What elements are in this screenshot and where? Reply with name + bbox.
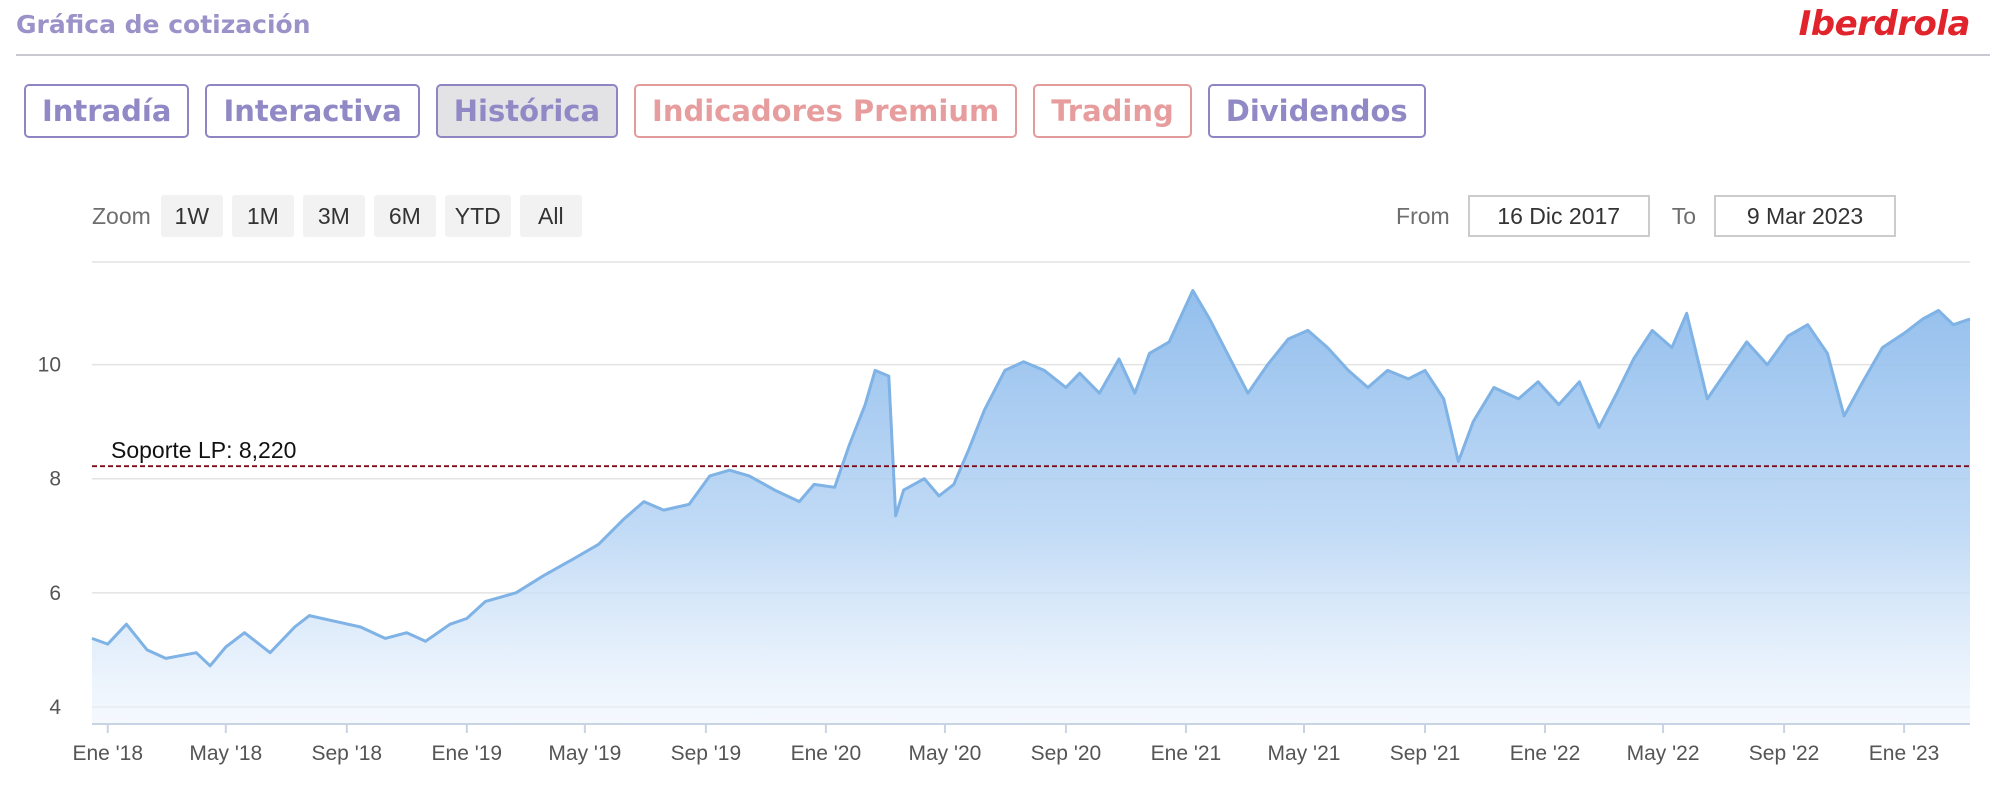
x-tick-label: Sep '18: [312, 742, 383, 765]
support-level: Soporte LP: 8,220: [92, 437, 1970, 468]
x-tick-label: Ene '20: [791, 742, 862, 765]
tab-indicadores-premium[interactable]: Indicadores Premium: [634, 84, 1018, 138]
y-tick-label: 6: [49, 582, 61, 605]
x-tick-label: Ene '19: [432, 742, 503, 765]
tab-intradia[interactable]: Intradía: [24, 84, 190, 138]
tab-trading[interactable]: Trading: [1033, 84, 1192, 138]
y-tick-label: 8: [49, 468, 61, 491]
axes: 4 6 8 10 Ene '18 May '18 Sep '18 Ene '19 May '19…: [38, 354, 1970, 765]
tab-dividendos[interactable]: Dividendos: [1207, 84, 1426, 138]
x-tick-label: May '22: [1627, 742, 1700, 765]
x-tick-label: Ene '23: [1869, 742, 1940, 765]
x-tick-label: Sep '20: [1031, 742, 1102, 765]
x-tick-label: Sep '22: [1749, 742, 1820, 765]
page-title: Gráfica de cotización: [16, 10, 311, 39]
x-tick-label: Ene '18: [72, 742, 143, 765]
x-tick-label: Sep '21: [1390, 742, 1461, 765]
tab-historica[interactable]: Histórica: [435, 84, 619, 138]
from-label: From: [1396, 202, 1450, 229]
x-tick-label: Ene '22: [1510, 742, 1581, 765]
brand-logo: Iberdrola: [1798, 4, 1971, 44]
zoom-ytd-button[interactable]: YTD: [444, 195, 511, 237]
x-tick-label: May '21: [1268, 742, 1341, 765]
zoom-label: Zoom: [92, 202, 151, 229]
y-tick-label: 4: [49, 696, 61, 719]
y-tick-label: 10: [38, 354, 61, 377]
zoom-controls: Zoom 1W 1M 3M 6M YTD All: [92, 195, 591, 237]
x-tick-label: Ene '21: [1151, 742, 1222, 765]
to-label: To: [1671, 202, 1696, 229]
date-range: From To: [1396, 195, 1896, 237]
x-tick-label: May '20: [908, 742, 981, 765]
header-bar: Gráfica de cotización Iberdrola: [16, 0, 1990, 56]
x-tick-label: Sep '19: [671, 742, 742, 765]
zoom-6m-button[interactable]: 6M: [373, 195, 436, 237]
price-area-fill: [92, 290, 1970, 724]
zoom-3m-button[interactable]: 3M: [302, 195, 365, 237]
tab-interactiva[interactable]: Interactiva: [205, 84, 420, 138]
support-label: Soporte LP: 8,220: [111, 437, 296, 463]
price-line: [91, 289, 1971, 668]
zoom-1w-button[interactable]: 1W: [160, 195, 223, 237]
price-area: [91, 289, 1971, 724]
x-tick-label: May '19: [548, 742, 621, 765]
to-date-input[interactable]: [1714, 195, 1896, 237]
chart-tabs: Intradía Interactiva Histórica Indicador…: [24, 84, 1426, 138]
x-tick-label: May '18: [189, 742, 262, 765]
from-date-input[interactable]: [1467, 195, 1650, 237]
zoom-1m-button[interactable]: 1M: [231, 195, 294, 237]
zoom-all-button[interactable]: All: [519, 195, 582, 237]
